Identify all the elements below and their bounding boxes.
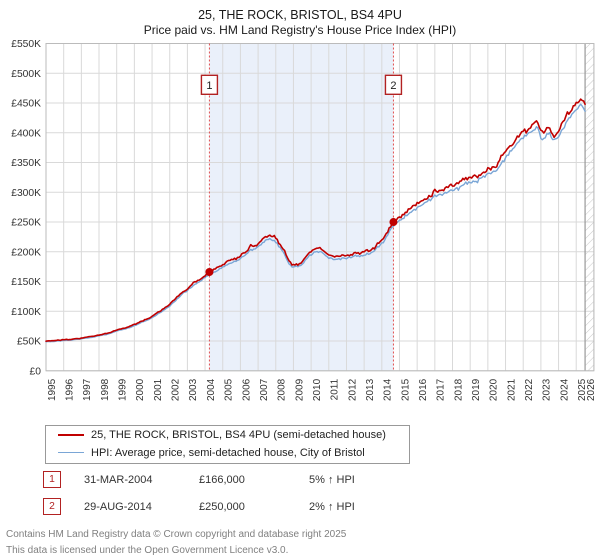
svg-text:£400K: £400K xyxy=(11,128,41,139)
svg-text:£500K: £500K xyxy=(11,69,41,80)
svg-text:2024: 2024 xyxy=(559,378,570,401)
svg-text:£0: £0 xyxy=(30,366,42,377)
svg-text:2000: 2000 xyxy=(135,378,146,401)
svg-text:2011: 2011 xyxy=(330,378,341,400)
svg-text:2026: 2026 xyxy=(586,378,597,401)
svg-text:2001: 2001 xyxy=(153,378,164,401)
svg-text:£50K: £50K xyxy=(17,337,41,348)
svg-text:2007: 2007 xyxy=(259,378,270,401)
svg-text:2016: 2016 xyxy=(418,378,429,401)
svg-text:2018: 2018 xyxy=(453,378,464,401)
svg-text:2: 2 xyxy=(390,80,396,92)
svg-text:£150K: £150K xyxy=(11,277,41,288)
svg-text:£250K: £250K xyxy=(11,218,41,229)
svg-text:1997: 1997 xyxy=(82,378,93,401)
svg-text:£100K: £100K xyxy=(11,307,41,318)
svg-text:2012: 2012 xyxy=(347,378,358,401)
svg-text:2010: 2010 xyxy=(312,378,323,401)
svg-text:1996: 1996 xyxy=(65,378,76,401)
svg-text:£450K: £450K xyxy=(11,99,41,110)
svg-text:2020: 2020 xyxy=(489,378,500,401)
svg-text:2004: 2004 xyxy=(206,378,217,401)
svg-text:2005: 2005 xyxy=(224,378,235,401)
svg-text:£350K: £350K xyxy=(11,158,41,169)
svg-text:2015: 2015 xyxy=(400,378,411,401)
svg-text:£200K: £200K xyxy=(11,247,41,258)
svg-text:2003: 2003 xyxy=(188,378,199,401)
svg-text:2008: 2008 xyxy=(277,378,288,401)
svg-text:2013: 2013 xyxy=(365,378,376,401)
svg-text:1: 1 xyxy=(206,80,212,92)
svg-text:2009: 2009 xyxy=(294,378,305,401)
svg-text:2019: 2019 xyxy=(471,378,482,401)
svg-text:2017: 2017 xyxy=(436,378,447,401)
svg-text:2023: 2023 xyxy=(542,378,553,401)
svg-text:2014: 2014 xyxy=(383,378,394,401)
svg-text:1999: 1999 xyxy=(118,378,129,401)
svg-text:£550K: £550K xyxy=(11,39,41,50)
svg-text:2022: 2022 xyxy=(524,378,535,401)
svg-text:2006: 2006 xyxy=(241,378,252,401)
svg-text:£300K: £300K xyxy=(11,188,41,199)
svg-text:1995: 1995 xyxy=(47,378,58,401)
svg-text:1998: 1998 xyxy=(100,378,111,401)
svg-text:2002: 2002 xyxy=(171,378,182,401)
svg-text:2021: 2021 xyxy=(506,378,517,401)
